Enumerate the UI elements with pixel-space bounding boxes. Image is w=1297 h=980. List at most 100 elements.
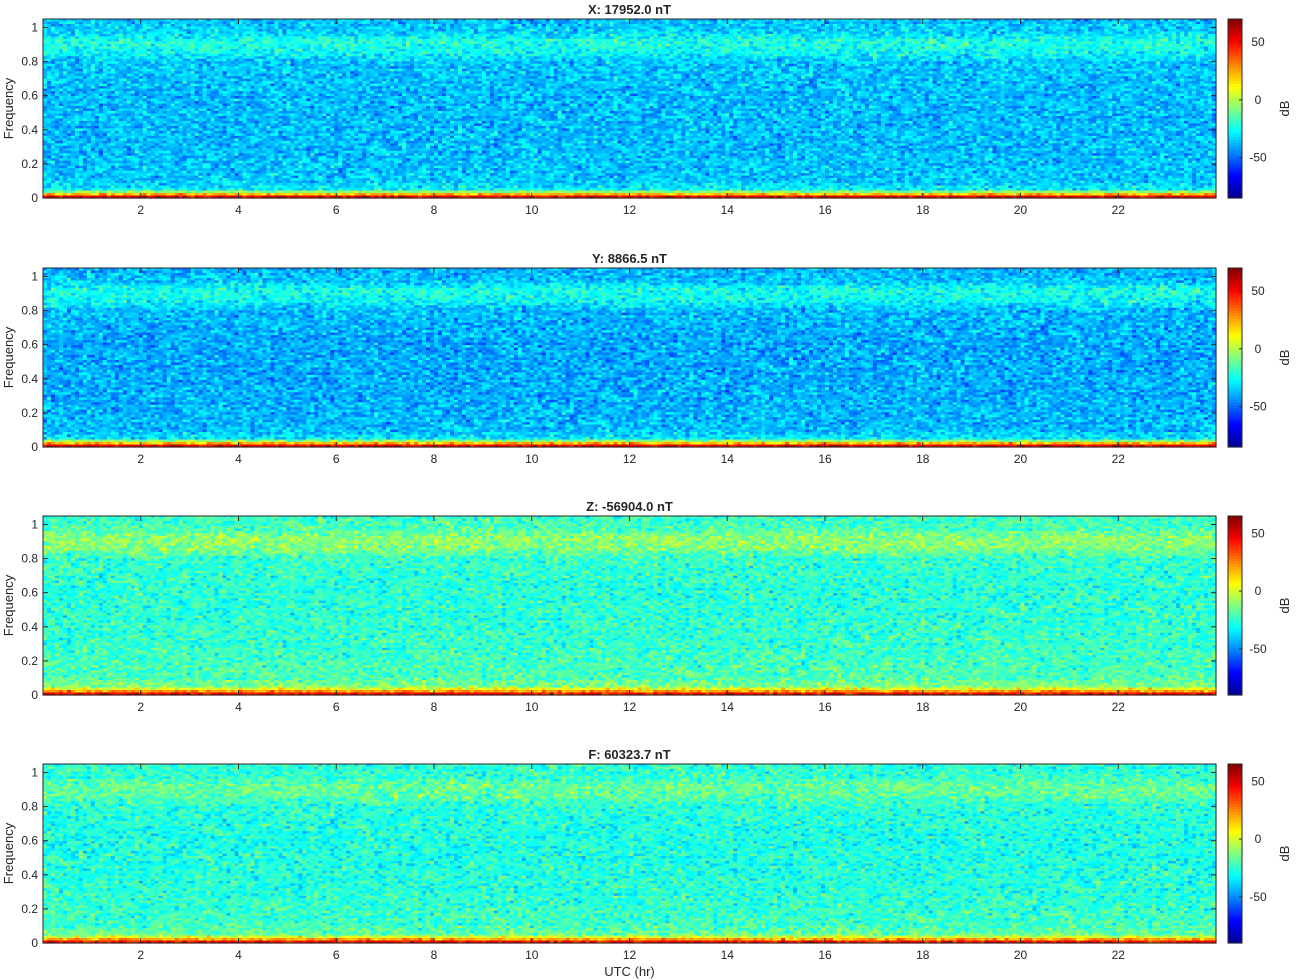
x-tick-label: 10	[525, 948, 539, 962]
x-tick-label: 22	[1112, 700, 1126, 714]
x-tick-label: 6	[333, 948, 340, 962]
y-tick-label: 0.8	[21, 800, 38, 814]
x-tick-label: 4	[235, 948, 242, 962]
y-tick-label: 0.4	[21, 620, 38, 634]
x-tick-label: 14	[721, 700, 735, 714]
colorbar-tick-label: -50	[1249, 400, 1267, 414]
colorbar-tick-label: -50	[1249, 890, 1267, 904]
x-tick-label: 8	[431, 948, 438, 962]
colorbar-tick-label: -50	[1249, 642, 1267, 656]
y-tick-label: 0	[31, 440, 38, 454]
panel-title: X: 17952.0 nT	[588, 2, 671, 17]
colorbar-tick-label: 50	[1251, 774, 1265, 788]
heatmap-cells	[43, 764, 1217, 944]
x-tick-label: 10	[525, 452, 539, 466]
y-tick-label: 0.4	[21, 372, 38, 386]
colorbar-label: dB	[1277, 350, 1292, 366]
x-axis-label: UTC (hr)	[604, 964, 655, 979]
x-tick-label: 20	[1014, 203, 1028, 217]
x-tick-label: 18	[916, 203, 930, 217]
y-axis-label: Frequency	[1, 574, 16, 636]
y-axis-label: Frequency	[1, 822, 16, 884]
x-tick-label: 12	[623, 203, 637, 217]
colorbar-tick-label: 0	[1255, 342, 1262, 356]
x-tick-label: 2	[137, 948, 144, 962]
x-tick-label: 16	[818, 948, 832, 962]
x-tick-label: 18	[916, 948, 930, 962]
x-tick-label: 2	[137, 203, 144, 217]
y-tick-label: 0.4	[21, 123, 38, 137]
colorbar: -50 0 50 dB	[1228, 268, 1292, 448]
x-tick-label: 12	[623, 948, 637, 962]
heatmap-cells	[43, 516, 1217, 696]
panel-title: F: 60323.7 nT	[588, 747, 670, 762]
y-tick-label: 0.8	[21, 552, 38, 566]
x-tick-label: 18	[916, 452, 930, 466]
panel-title: Y: 8866.5 nT	[592, 251, 667, 266]
y-tick-label: 0.2	[21, 902, 38, 916]
x-tick-label: 22	[1112, 948, 1126, 962]
x-tick-label: 2	[137, 700, 144, 714]
x-tick-label: 14	[721, 948, 735, 962]
y-tick-label: 0.8	[21, 304, 38, 318]
colorbar-tick-label: 0	[1255, 93, 1262, 107]
y-tick-label: 0.6	[21, 834, 38, 848]
y-tick-label: 0.6	[21, 338, 38, 352]
y-tick-label: 0.2	[21, 654, 38, 668]
colorbar-label: dB	[1277, 598, 1292, 614]
x-tick-label: 14	[721, 203, 735, 217]
y-tick-label: 1	[31, 766, 38, 780]
y-tick-label: 0	[31, 191, 38, 205]
x-tick-label: 4	[235, 203, 242, 217]
y-tick-label: 0.6	[21, 89, 38, 103]
x-tick-label: 8	[431, 203, 438, 217]
colorbar-label: dB	[1277, 101, 1292, 117]
y-tick-label: 1	[31, 21, 38, 35]
x-tick-label: 8	[431, 452, 438, 466]
x-tick-label: 14	[721, 452, 735, 466]
x-tick-label: 8	[431, 700, 438, 714]
x-tick-label: 2	[137, 452, 144, 466]
x-tick-label: 12	[623, 700, 637, 714]
x-tick-label: 4	[235, 452, 242, 466]
heatmap-cells	[43, 19, 1217, 199]
y-tick-label: 0.4	[21, 868, 38, 882]
colorbar-tick-label: 50	[1251, 526, 1265, 540]
y-tick-label: 0.8	[21, 55, 38, 69]
panel-title: Z: -56904.0 nT	[586, 499, 673, 514]
y-axis-label: Frequency	[1, 77, 16, 139]
spectrogram-panel-2: 2 4 6 8 10 12 14 16 18 20 22 0 0.2 0.4 0.6 0.8 1 Z: -5690…	[1, 499, 1292, 714]
x-tick-label: 6	[333, 452, 340, 466]
colorbar: -50 0 50 dB	[1228, 516, 1292, 696]
y-tick-label: 0.6	[21, 586, 38, 600]
x-tick-label: 4	[235, 700, 242, 714]
y-axis-label: Frequency	[1, 326, 16, 388]
colorbar-tick-label: 0	[1255, 584, 1262, 598]
y-tick-label: 0.2	[21, 157, 38, 171]
x-tick-label: 6	[333, 700, 340, 714]
x-tick-label: 10	[525, 700, 539, 714]
x-tick-label: 20	[1014, 700, 1028, 714]
x-tick-label: 20	[1014, 948, 1028, 962]
x-tick-label: 6	[333, 203, 340, 217]
x-tick-label: 12	[623, 452, 637, 466]
heatmap-cells	[43, 268, 1217, 448]
x-tick-label: 20	[1014, 452, 1028, 466]
x-tick-label: 10	[525, 203, 539, 217]
colorbar-tick-label: 50	[1251, 284, 1265, 298]
x-tick-label: 16	[818, 452, 832, 466]
spectrogram-panel-0: 2 4 6 8 10 12 14 16 18 20 22 0 0.2 0.4 0.6 0.8 1 X: 17952…	[1, 2, 1292, 217]
y-tick-label: 1	[31, 518, 38, 532]
x-tick-label: 18	[916, 700, 930, 714]
x-tick-label: 16	[818, 700, 832, 714]
y-tick-label: 0.2	[21, 406, 38, 420]
x-tick-label: 22	[1112, 452, 1126, 466]
x-tick-label: 16	[818, 203, 832, 217]
y-tick-label: 0	[31, 688, 38, 702]
x-tick-label: 22	[1112, 203, 1126, 217]
